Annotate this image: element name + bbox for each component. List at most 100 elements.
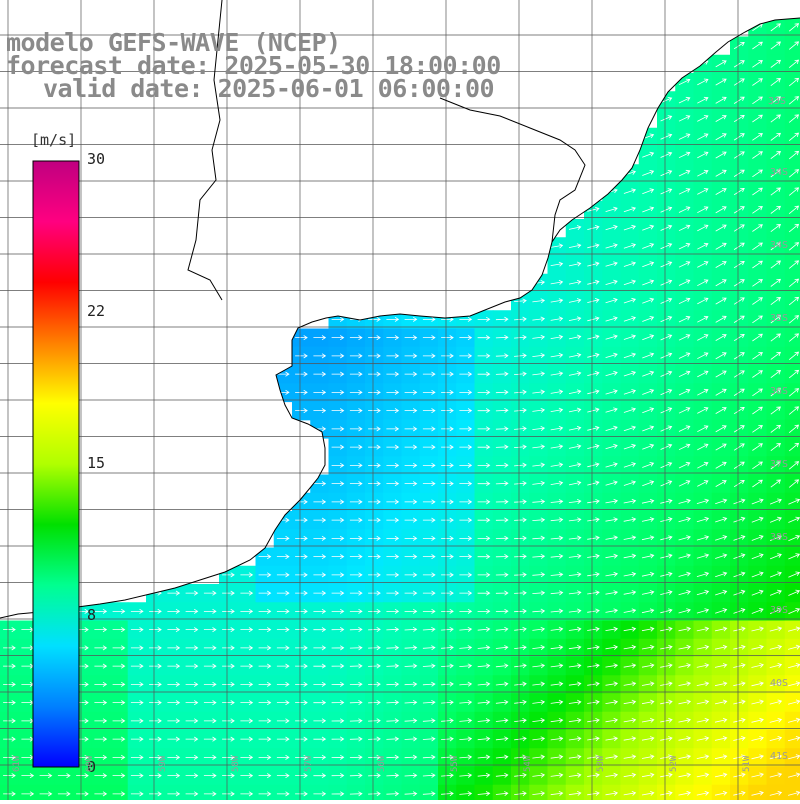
wind-arrow — [149, 791, 162, 797]
wind-cell — [784, 456, 800, 476]
wind-arrow — [495, 389, 509, 395]
wind-arrow — [477, 426, 491, 432]
wind-cell — [730, 146, 749, 165]
wind-arrow — [568, 352, 582, 358]
wind-arrow — [697, 297, 709, 305]
wind-arrow — [222, 773, 235, 779]
wind-arrow — [550, 663, 564, 669]
wind-arrow — [641, 608, 655, 614]
lon-label: 61W — [12, 755, 22, 772]
wind-arrow — [459, 535, 473, 541]
wind-arrow — [331, 572, 345, 578]
wind-arrow — [94, 608, 108, 614]
wind-arrow — [568, 407, 582, 413]
wind-arrow — [605, 334, 618, 340]
wind-arrow — [751, 498, 764, 505]
wind-arrow — [94, 736, 108, 742]
wind-cell — [766, 146, 786, 165]
wind-arrow — [715, 498, 728, 505]
wind-cell — [602, 474, 622, 494]
wind-arrow — [678, 772, 692, 778]
wind-cell — [784, 164, 800, 184]
wind-arrow — [422, 335, 436, 341]
wind-arrow — [368, 371, 381, 377]
wind-arrow — [697, 443, 709, 451]
wind-cell — [18, 784, 38, 804]
wind-arrow — [422, 371, 436, 377]
wind-cell — [602, 438, 622, 457]
wind-arrow — [660, 407, 673, 414]
wind-arrow — [550, 334, 564, 340]
wind-arrow — [605, 590, 619, 596]
wind-arrow — [185, 590, 199, 596]
wind-arrow — [422, 408, 436, 414]
wind-arrow — [605, 626, 619, 632]
wind-arrow — [112, 718, 126, 724]
wind-arrow — [642, 370, 655, 377]
wind-arrow — [641, 736, 655, 742]
wind-cell — [657, 346, 676, 366]
wind-arrow — [587, 480, 600, 486]
wind-arrow — [441, 535, 454, 541]
wind-arrow — [660, 772, 673, 778]
wind-arrow — [313, 481, 327, 487]
colorbar — [32, 160, 80, 768]
wind-arrow — [623, 772, 637, 778]
wind-arrow — [149, 663, 162, 669]
wind-arrow — [623, 480, 637, 486]
wind-arrow — [696, 681, 710, 687]
wind-arrow — [404, 353, 418, 359]
wind-arrow — [550, 718, 564, 723]
wind-arrow — [770, 169, 781, 178]
wind-arrow — [477, 335, 491, 341]
wind-arrow — [149, 627, 162, 633]
wind-cell — [638, 164, 658, 184]
wind-arrow — [568, 772, 582, 778]
wind-cell — [766, 182, 786, 202]
wind-arrow — [276, 627, 290, 633]
wind-arrow — [240, 627, 254, 633]
wind-arrow — [715, 407, 727, 414]
wind-cell — [711, 219, 731, 238]
wind-arrow — [3, 718, 16, 724]
wind-arrow — [514, 316, 527, 322]
wind-arrow — [477, 626, 491, 632]
wind-cell — [675, 784, 695, 804]
wind-arrow — [660, 736, 673, 741]
wind-arrow — [532, 389, 546, 395]
wind-arrow — [368, 736, 381, 742]
wind-arrow — [185, 736, 199, 742]
wind-arrow — [240, 663, 254, 669]
wind-arrow — [752, 388, 763, 397]
wind-arrow — [386, 554, 400, 560]
wind-arrow — [623, 717, 637, 723]
wind-arrow — [349, 773, 363, 779]
wind-cell — [766, 109, 786, 129]
wind-arrow — [733, 736, 746, 741]
wind-arrow — [404, 499, 418, 505]
colorbar-tick: 30 — [87, 150, 106, 168]
wind-arrow — [477, 772, 491, 778]
wind-arrow — [331, 718, 345, 724]
wind-arrow — [21, 773, 35, 779]
wind-arrow — [459, 408, 473, 414]
wind-cell — [693, 365, 713, 384]
wind-arrow — [788, 23, 800, 32]
country-border — [187, 0, 586, 301]
wind-arrow — [568, 298, 582, 303]
wind-arrow — [495, 736, 509, 742]
wind-arrow — [276, 371, 290, 377]
wind-arrow — [605, 754, 619, 760]
wind-arrow — [532, 699, 546, 705]
wind-arrow — [770, 151, 781, 160]
wind-cell — [711, 73, 731, 92]
wind-arrow — [715, 96, 727, 104]
wind-arrow — [404, 736, 418, 742]
wind-arrow — [751, 754, 764, 760]
wind-cell — [784, 255, 800, 275]
wind-arrow — [404, 481, 418, 487]
wind-arrow — [532, 553, 546, 559]
wind-arrow — [605, 717, 619, 723]
wind-arrow — [550, 681, 564, 687]
wind-arrow — [751, 608, 764, 614]
